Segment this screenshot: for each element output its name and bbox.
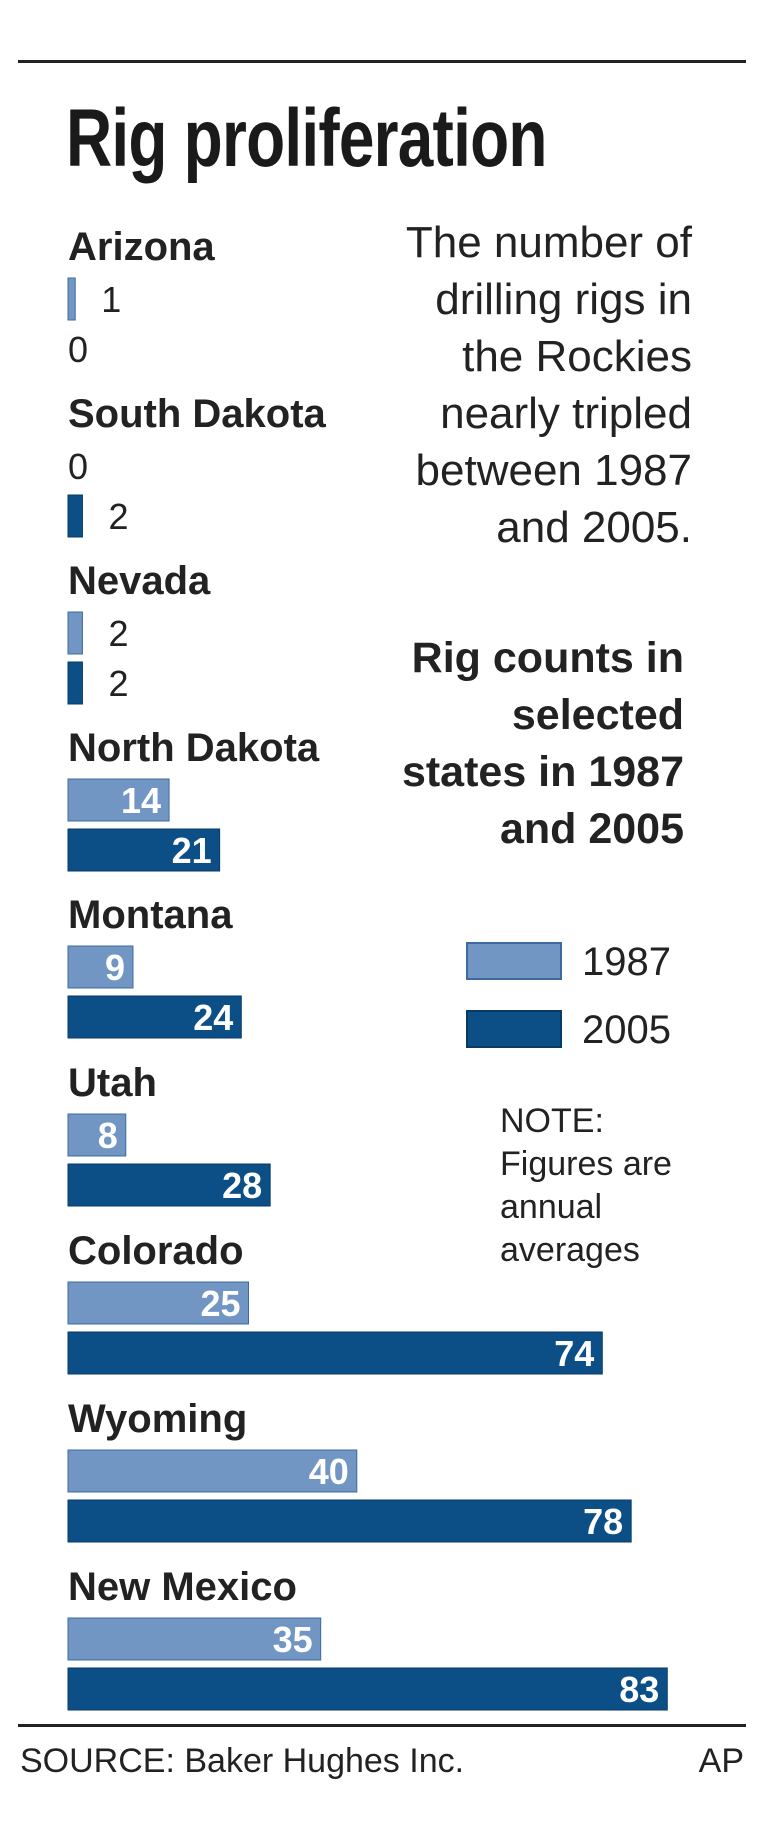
value-label-utah-1987: 8 <box>98 1115 118 1156</box>
bar-utah-1987 <box>67 1113 127 1157</box>
value-label-new-mexico-1987: 35 <box>273 1619 313 1660</box>
legend-swatch-2005 <box>466 1010 562 1048</box>
value-label-north-dakota-1987: 14 <box>121 780 161 821</box>
bar-arizona-1987 <box>67 277 76 321</box>
bar-colorado-1987 <box>67 1281 249 1325</box>
value-label-nevada-1987: 2 <box>108 613 128 654</box>
state-label-montana: Montana <box>68 893 233 937</box>
chart-title: Rig proliferation <box>66 93 547 184</box>
value-label-colorado-1987: 25 <box>200 1283 240 1324</box>
state-label-nevada: Nevada <box>68 559 211 603</box>
top-rule <box>18 60 746 63</box>
bar-south-dakota-2005 <box>67 494 83 538</box>
value-label-nevada-2005: 2 <box>108 663 128 704</box>
bar-new-mexico-2005 <box>67 1667 668 1711</box>
state-label-north-dakota: North Dakota <box>68 726 320 770</box>
bar-nevada-2005 <box>67 661 83 705</box>
state-label-south-dakota: South Dakota <box>68 392 327 436</box>
state-label-new-mexico: New Mexico <box>68 1565 297 1609</box>
bar-colorado-2005 <box>67 1331 603 1375</box>
value-label-colorado-2005: 74 <box>554 1333 594 1374</box>
source-text: SOURCE: Baker Hughes Inc. <box>20 1742 465 1780</box>
value-label-new-mexico-2005: 83 <box>619 1669 659 1710</box>
bar-wyoming-2005 <box>67 1499 632 1543</box>
state-label-colorado: Colorado <box>68 1229 244 1273</box>
credit-text: AP <box>698 1742 744 1780</box>
bar-wyoming-1987 <box>67 1449 358 1493</box>
bar-new-mexico-1987 <box>67 1617 322 1661</box>
state-label-utah: Utah <box>68 1061 157 1105</box>
bar-north-dakota-1987 <box>67 778 170 822</box>
value-label-montana-2005: 24 <box>193 997 233 1038</box>
bar-montana-2005 <box>67 995 242 1039</box>
value-label-wyoming-2005: 78 <box>583 1501 623 1542</box>
legend-label-2005: 2005 <box>582 1008 671 1052</box>
value-label-north-dakota-2005: 21 <box>172 830 212 871</box>
note-text: NOTE: Figures are annual averages <box>500 1102 672 1269</box>
legend-label-1987: 1987 <box>582 940 671 984</box>
value-label-south-dakota-2005: 2 <box>108 496 128 537</box>
legend-title: Rig counts in selected states in 1987 an… <box>401 634 684 853</box>
value-label-wyoming-1987: 40 <box>309 1451 349 1492</box>
bottom-rule <box>18 1724 746 1727</box>
value-label-south-dakota-1987: 0 <box>68 446 88 487</box>
value-label-arizona-2005: 0 <box>68 329 88 370</box>
value-label-montana-1987: 9 <box>105 947 125 988</box>
legend-swatch-1987 <box>466 942 562 980</box>
state-label-arizona: Arizona <box>68 225 215 269</box>
bar-montana-1987 <box>67 945 134 989</box>
intro-text: The number of drilling rigs in the Rocki… <box>405 218 692 552</box>
value-label-utah-2005: 28 <box>222 1165 262 1206</box>
bar-utah-2005 <box>67 1163 271 1207</box>
state-label-wyoming: Wyoming <box>68 1397 247 1441</box>
value-label-arizona-1987: 1 <box>101 279 121 320</box>
bar-nevada-1987 <box>67 611 83 655</box>
bar-north-dakota-2005 <box>67 828 221 872</box>
